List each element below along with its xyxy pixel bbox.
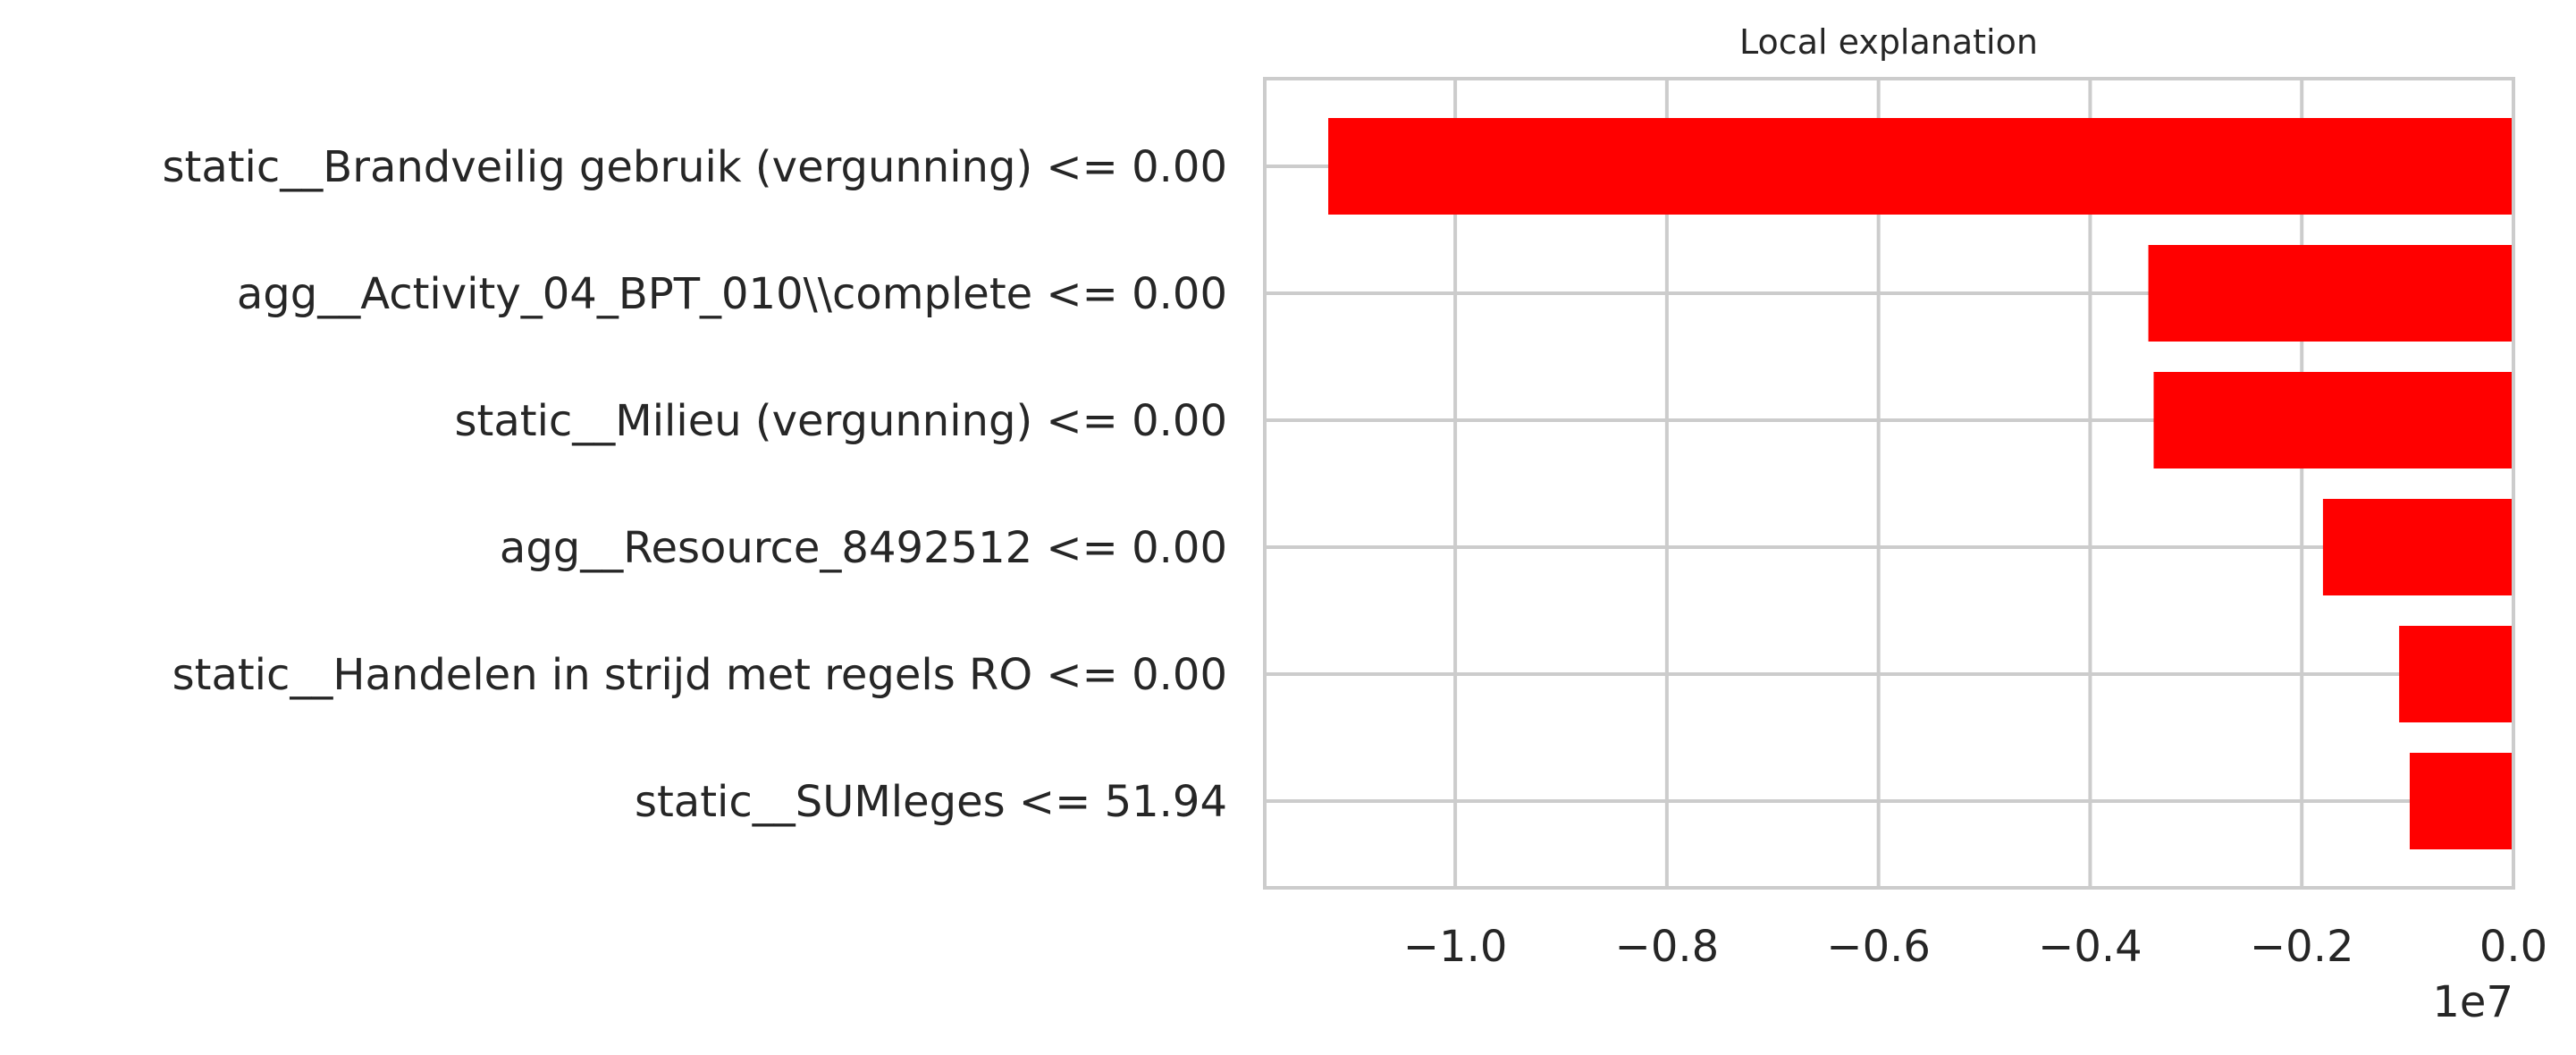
x-tick-label: −0.6 bbox=[1826, 922, 1931, 972]
x-tick-label: −0.4 bbox=[2038, 922, 2142, 972]
y-tick-label: static__Milieu (vergunning) <= 0.00 bbox=[455, 396, 1228, 446]
bar bbox=[2399, 626, 2513, 722]
x-tick-label: −1.0 bbox=[1403, 922, 1508, 972]
y-tick-label: static__Handelen in strijd met regels RO… bbox=[173, 650, 1227, 700]
y-tick-label: agg__Resource_8492512 <= 0.00 bbox=[500, 523, 1227, 573]
bar bbox=[1328, 118, 2513, 215]
x-tick-label: −0.8 bbox=[1615, 922, 1720, 972]
x-tick-label: −0.2 bbox=[2250, 922, 2354, 972]
plot-frame bbox=[1263, 77, 2515, 890]
y-tick-label: agg__Activity_04_BPT_010\\complete <= 0.… bbox=[237, 269, 1227, 319]
x-tick-labels: −1.0 −0.8 −0.6 −0.4 −0.2 0.0 bbox=[1403, 922, 2547, 972]
bars bbox=[1328, 118, 2513, 849]
bar bbox=[2322, 499, 2513, 595]
plot-border bbox=[1263, 77, 2515, 890]
chart-title: Local explanation bbox=[1739, 22, 2038, 62]
bar bbox=[2409, 753, 2513, 849]
y-tick-label: static__Brandveilig gebruik (vergunning)… bbox=[162, 142, 1227, 192]
bar bbox=[2153, 372, 2513, 468]
bar bbox=[2148, 245, 2513, 342]
y-tick-labels: static__Brandveilig gebruik (vergunning)… bbox=[162, 142, 1227, 827]
x-tick-label: 0.0 bbox=[2479, 922, 2547, 972]
y-tick-label: static__SUMleges <= 51.94 bbox=[635, 777, 1227, 827]
x-axis-offset-label: 1e7 bbox=[2432, 977, 2513, 1027]
